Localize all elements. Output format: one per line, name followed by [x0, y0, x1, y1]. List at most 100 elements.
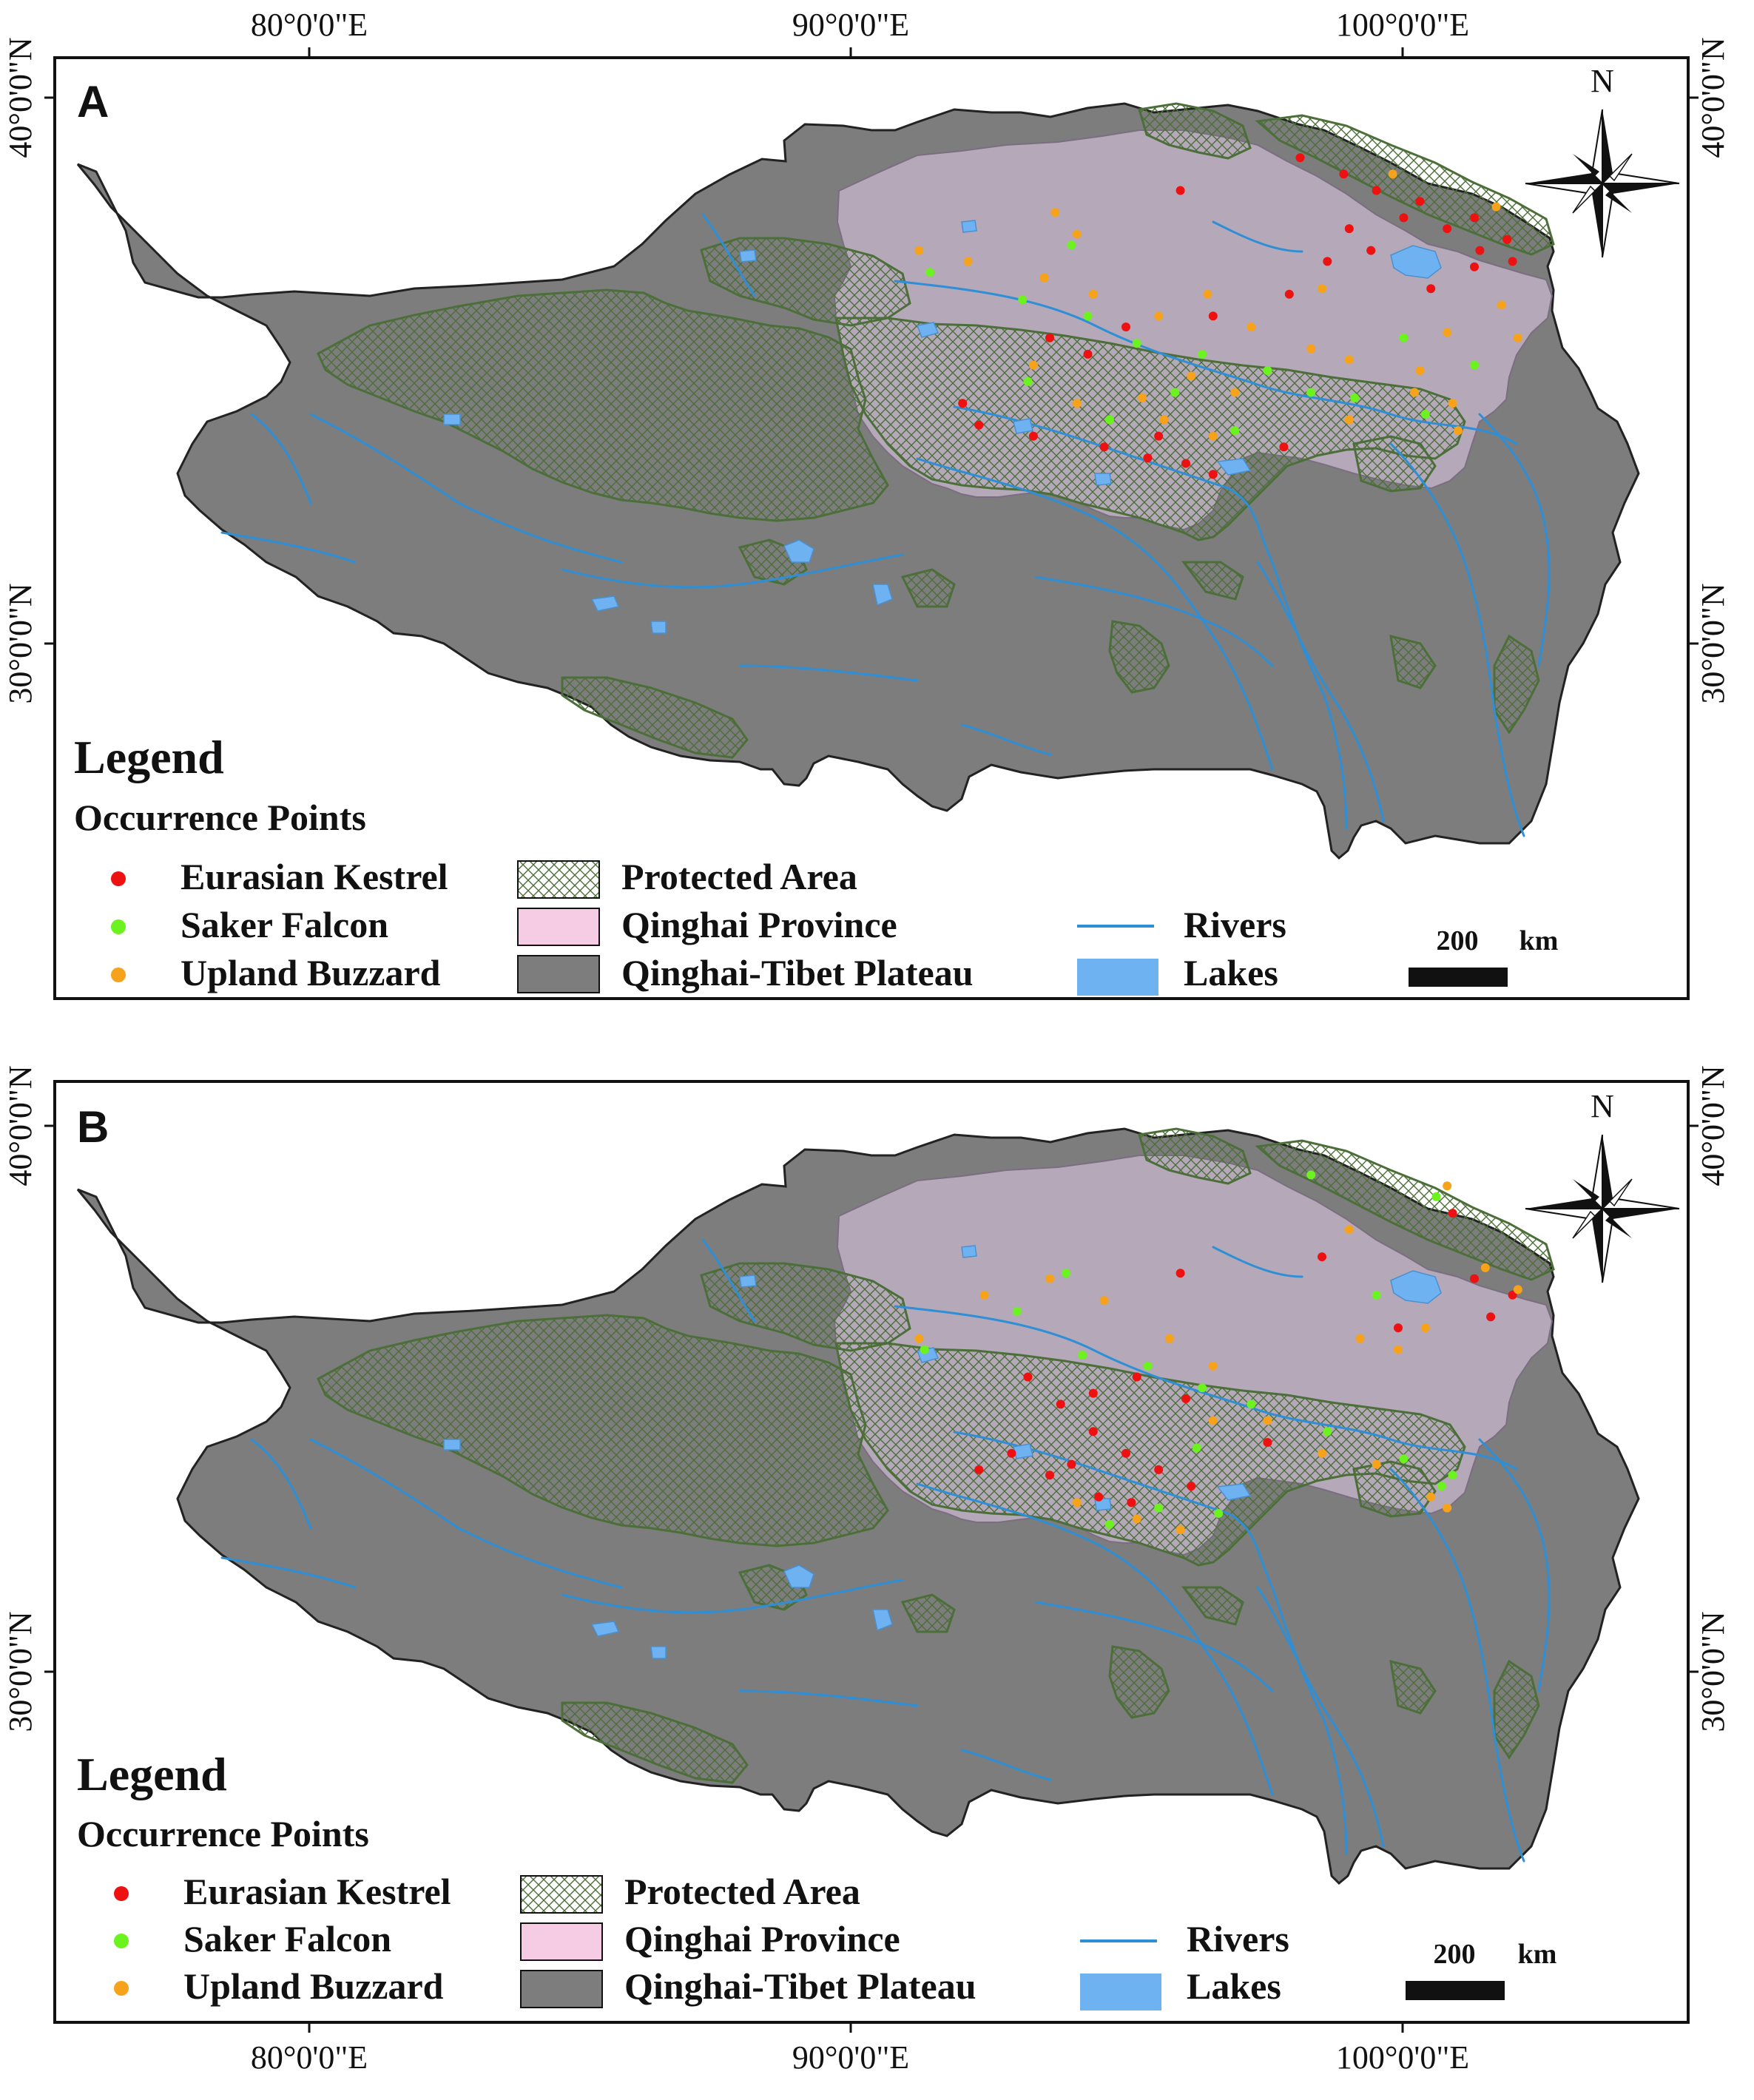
- eurasian-kestrel-point: [1132, 1372, 1141, 1382]
- upland-buzzard-point: [1230, 388, 1240, 397]
- upland-buzzard-point: [1480, 1263, 1490, 1272]
- scale-bar-unit: km: [1518, 1939, 1557, 1970]
- eurasian-kestrel-point: [1448, 1209, 1457, 1218]
- latitude-tick-30n-right: 30°0'0"N: [1695, 1611, 1731, 1732]
- legend-plateau-swatch: [517, 955, 600, 993]
- upland-buzzard-point: [1088, 289, 1098, 299]
- upland-buzzard-point: [963, 257, 973, 266]
- legend-lakes-label: Lakes: [1187, 1965, 1281, 2007]
- saker-falcon-point: [1399, 333, 1409, 342]
- upland-buzzard-point: [1132, 1514, 1141, 1524]
- eurasian-kestrel-point: [974, 420, 984, 430]
- upland-buzzard-point: [1154, 311, 1164, 321]
- upland-buzzard-point: [1028, 360, 1038, 370]
- saker-falcon-point: [1323, 1427, 1332, 1436]
- upland-buzzard-point: [1454, 426, 1463, 436]
- upland-buzzard-point: [1443, 328, 1452, 337]
- saker-falcon-point: [1247, 1400, 1256, 1409]
- eurasian-kestrel-point: [1486, 1312, 1496, 1322]
- latitude-tick-40n-left: 40°0'0"N: [2, 1065, 38, 1186]
- upland-buzzard-point: [1497, 300, 1506, 310]
- upland-buzzard-point: [1072, 399, 1082, 408]
- upland-buzzard-point: [1443, 1181, 1452, 1191]
- longitude-tick-100e: 100°0'0"E: [1336, 2039, 1469, 2076]
- upland-buzzard-point: [1263, 1416, 1272, 1425]
- protected-areas: [317, 1127, 1555, 1784]
- eurasian-kestrel-point: [1154, 1465, 1164, 1474]
- eurasian-kestrel-point: [1279, 442, 1289, 452]
- saker-falcon-point: [1143, 1361, 1153, 1371]
- upland-buzzard-point: [1355, 1334, 1365, 1343]
- longitude-tick-80e: 80°0'0"E: [251, 7, 368, 43]
- eurasian-kestrel-point: [1099, 442, 1109, 452]
- panel-label: A: [77, 77, 109, 126]
- legend-plateau-swatch: [520, 1970, 603, 2008]
- upland-buzzard-point: [1159, 415, 1169, 425]
- saker-falcon-point: [1350, 393, 1360, 402]
- latitude-tick-40n-left: 40°0'0"N: [2, 37, 38, 158]
- legend-saker-label: Saker Falcon: [183, 1918, 391, 1959]
- eurasian-kestrel-point: [1175, 186, 1185, 195]
- upland-buzzard-point: [1208, 1361, 1218, 1371]
- eurasian-kestrel-point: [1470, 1274, 1479, 1283]
- occurrence-points-b: [914, 1170, 1522, 1535]
- saker-falcon-point: [1372, 1290, 1381, 1300]
- longitude-tick-90e: 90°0'0"E: [792, 2039, 909, 2076]
- north-arrow-icon: [1525, 109, 1680, 258]
- saker-falcon-point: [1470, 360, 1479, 370]
- saker-falcon-point: [1078, 1351, 1087, 1360]
- legend-title: Legend: [74, 731, 224, 783]
- eurasian-kestrel-point: [1470, 262, 1479, 271]
- saker-falcon-point: [1012, 1306, 1022, 1316]
- map-ticks: [44, 47, 1699, 645]
- legend-plateau-label: Qinghai-Tibet Plateau: [624, 1965, 976, 2007]
- scale-bar: [1409, 968, 1508, 987]
- saker-falcon-point: [1263, 366, 1272, 375]
- legend: Legend Occurrence Points Eurasian Kestre…: [74, 731, 1558, 996]
- map-layers: [76, 102, 1640, 860]
- eurasian-kestrel-point: [1399, 213, 1409, 223]
- legend-saker-label: Saker Falcon: [181, 904, 388, 945]
- scale-bar-value: 200: [1434, 1939, 1476, 1970]
- legend-buzzard-swatch: [111, 968, 126, 982]
- eurasian-kestrel-point: [1295, 153, 1305, 163]
- eurasian-kestrel-point: [1023, 1372, 1033, 1382]
- upland-buzzard-point: [1513, 333, 1522, 342]
- latitude-tick-40n-right: 40°0'0"N: [1695, 1065, 1731, 1186]
- upland-buzzard-point: [1050, 208, 1060, 217]
- upland-buzzard-point: [1388, 169, 1397, 179]
- legend-protected-swatch: [520, 1875, 603, 1914]
- eurasian-kestrel-point: [1426, 284, 1436, 294]
- eurasian-kestrel-point: [1508, 257, 1517, 266]
- scale-bar: [1406, 1981, 1505, 2000]
- eurasian-kestrel-point: [1088, 1427, 1098, 1436]
- upland-buzzard-point: [1175, 1525, 1185, 1535]
- saker-falcon-point: [1198, 349, 1207, 359]
- north-label: N: [1591, 63, 1614, 99]
- legend-kestrel-swatch: [114, 1886, 129, 1901]
- panel-a: 80°0'0"E 90°0'0"E 100°0'0"E 40°0'0"N 30°…: [2, 7, 1731, 1000]
- upland-buzzard-point: [1203, 289, 1212, 299]
- legend-protected-swatch: [517, 860, 600, 899]
- occurrence-points-a: [914, 153, 1522, 479]
- eurasian-kestrel-point: [1208, 311, 1218, 321]
- saker-falcon-point: [925, 268, 934, 277]
- eurasian-kestrel-point: [1508, 1290, 1517, 1300]
- saker-falcon-point: [1062, 1269, 1070, 1278]
- saker-falcon-point: [1083, 311, 1093, 321]
- eurasian-kestrel-point: [1121, 323, 1130, 331]
- legend-rivers-label: Rivers: [1184, 904, 1286, 945]
- legend-lakes-swatch: [1077, 959, 1158, 996]
- eurasian-kestrel-point: [1366, 246, 1376, 255]
- saker-falcon-point: [1023, 377, 1033, 386]
- upland-buzzard-point: [1099, 1296, 1109, 1306]
- scale-bar-unit: km: [1519, 925, 1559, 956]
- upland-buzzard-point: [1372, 1459, 1381, 1469]
- legend-lakes-label: Lakes: [1184, 952, 1278, 993]
- panel-label: B: [77, 1102, 109, 1152]
- saker-falcon-point: [1399, 1454, 1409, 1464]
- eurasian-kestrel-point: [1208, 470, 1218, 479]
- eurasian-kestrel-point: [1083, 349, 1093, 359]
- eurasian-kestrel-point: [1394, 1323, 1403, 1333]
- latitude-tick-30n-right: 30°0'0"N: [1695, 583, 1731, 703]
